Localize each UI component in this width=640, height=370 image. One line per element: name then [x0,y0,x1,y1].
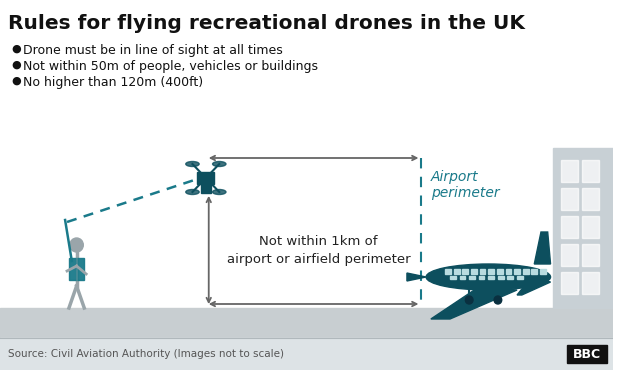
Bar [561,160,579,182]
Polygon shape [534,232,550,264]
Bar [561,216,579,238]
Bar [554,148,613,308]
Bar [69,258,84,280]
Ellipse shape [426,264,550,290]
Bar [479,276,484,279]
Circle shape [494,296,502,304]
Bar [582,188,600,210]
Text: Not within 1km of
airport or airfield perimeter: Not within 1km of airport or airfield pe… [227,235,410,266]
Ellipse shape [186,161,199,166]
Text: Airport
perimeter: Airport perimeter [431,170,499,200]
Bar [514,269,520,274]
Bar [463,269,468,274]
Polygon shape [407,273,426,281]
Bar [445,269,451,274]
Bar [561,188,579,210]
Polygon shape [517,277,550,295]
Bar [450,276,456,279]
Bar [201,184,211,193]
Text: BBC: BBC [573,347,601,360]
Text: Drone must be in line of sight at all times: Drone must be in line of sight at all ti… [23,44,283,57]
Bar [523,269,529,274]
Bar [508,276,513,279]
Bar [0,308,613,338]
Bar [561,244,579,266]
Bar [454,269,460,274]
Text: No higher than 120m (400ft): No higher than 120m (400ft) [23,76,203,89]
Text: ●: ● [12,76,21,86]
Bar [488,269,494,274]
Bar [561,272,579,294]
Bar [540,269,546,274]
Circle shape [465,296,473,304]
Bar [480,269,486,274]
Bar [582,160,600,182]
Ellipse shape [212,161,226,166]
Bar [582,272,600,294]
Ellipse shape [186,189,199,195]
Bar [531,269,537,274]
Bar [582,216,600,238]
Bar [0,338,613,370]
Bar [497,269,502,274]
Bar [488,276,494,279]
Text: Not within 50m of people, vehicles or buildings: Not within 50m of people, vehicles or bu… [23,60,318,73]
Bar [471,269,477,274]
Circle shape [70,238,83,252]
Bar [197,172,214,184]
Text: ●: ● [12,44,21,54]
Ellipse shape [212,189,226,195]
Polygon shape [431,287,517,319]
Bar [567,345,607,363]
Text: Rules for flying recreational drones in the UK: Rules for flying recreational drones in … [8,14,525,33]
Bar [517,276,523,279]
Text: ●: ● [12,60,21,70]
Bar [498,276,504,279]
Bar [460,276,465,279]
Text: Source: Civil Aviation Authority (Images not to scale): Source: Civil Aviation Authority (Images… [8,349,284,359]
Bar [582,244,600,266]
Bar [506,269,511,274]
Bar [469,276,475,279]
